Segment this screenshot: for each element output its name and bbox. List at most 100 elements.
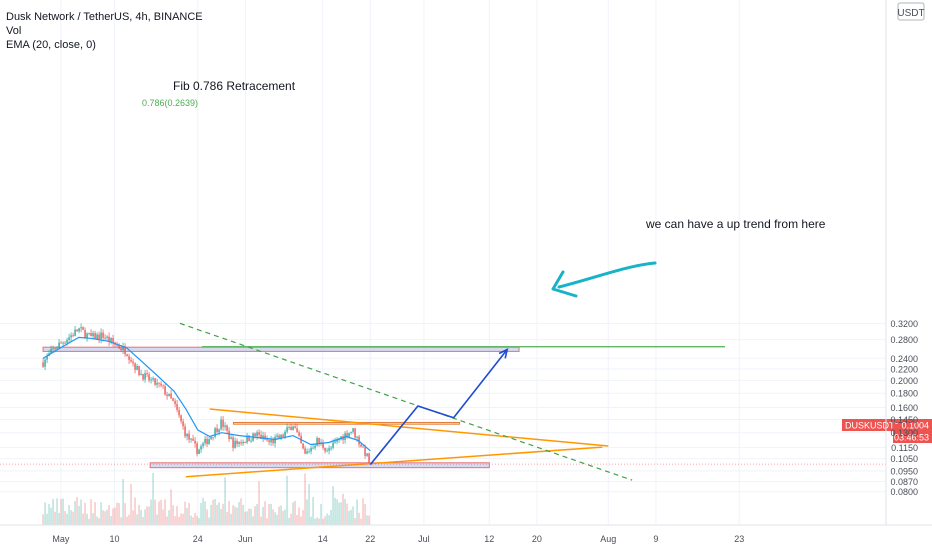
volume-bar bbox=[340, 502, 342, 525]
volume-bar bbox=[210, 504, 212, 525]
volume-bar bbox=[328, 515, 330, 525]
candle-body bbox=[266, 439, 268, 441]
candle-body bbox=[298, 432, 300, 436]
candle-body bbox=[338, 439, 340, 441]
volume-bar bbox=[118, 503, 120, 525]
volume-bar bbox=[74, 500, 76, 525]
dashed-trendline[interactable] bbox=[179, 322, 633, 481]
mid-zone[interactable] bbox=[232, 421, 461, 425]
volume-bar bbox=[226, 511, 228, 525]
volume-bar bbox=[90, 499, 92, 525]
candle-body bbox=[88, 333, 90, 334]
volume-bar bbox=[246, 511, 248, 525]
volume-bar bbox=[332, 486, 334, 525]
volume-bar bbox=[192, 517, 194, 525]
price-tick-label: 0.2800 bbox=[890, 335, 918, 345]
price-tick-label: 0.1050 bbox=[890, 454, 918, 464]
volume-bar bbox=[88, 518, 90, 525]
candle-body bbox=[118, 345, 120, 349]
volume-bar bbox=[148, 506, 150, 525]
candle-body bbox=[354, 428, 356, 438]
candle-body bbox=[260, 434, 262, 439]
volume-bar bbox=[300, 516, 302, 525]
candle-body bbox=[316, 438, 318, 446]
price-tick-label: 0.1450 bbox=[890, 415, 918, 425]
candle-body bbox=[302, 443, 304, 449]
time-tick-label: Aug bbox=[600, 534, 616, 544]
volume-bar bbox=[342, 493, 344, 525]
price-tick-label: 0.1300 bbox=[890, 428, 918, 438]
candle-body bbox=[56, 347, 58, 349]
volume-bar bbox=[344, 498, 346, 525]
candle-body bbox=[218, 429, 220, 433]
candle-body bbox=[284, 431, 286, 437]
candle-body bbox=[290, 426, 292, 431]
volume-bar bbox=[220, 508, 222, 525]
ema-line[interactable] bbox=[42, 336, 371, 452]
price-tick-label: 0.1150 bbox=[891, 443, 918, 453]
volume-bar bbox=[298, 507, 300, 525]
candle-body bbox=[150, 379, 152, 381]
candle-body bbox=[74, 329, 76, 336]
candle-body bbox=[70, 335, 72, 338]
volume-bar bbox=[138, 504, 140, 525]
candle-body bbox=[232, 437, 234, 448]
candle-body bbox=[274, 436, 276, 444]
volume-bar bbox=[168, 510, 170, 525]
price-tick-label: 0.0950 bbox=[890, 466, 918, 476]
candle-body bbox=[90, 333, 92, 337]
volume-bar bbox=[126, 516, 128, 525]
candle-body bbox=[44, 359, 46, 367]
price-tick-label: 0.2200 bbox=[890, 364, 918, 374]
volume-bar bbox=[62, 498, 64, 525]
candle-body bbox=[250, 440, 252, 442]
price-tick-label: 0.1600 bbox=[890, 403, 918, 413]
volume-bar bbox=[334, 497, 336, 525]
volume-bar bbox=[144, 509, 146, 525]
candle-body bbox=[196, 443, 198, 454]
volume-bar bbox=[50, 507, 52, 525]
candle-body bbox=[98, 334, 100, 340]
candle-body bbox=[324, 447, 326, 452]
volume-bar bbox=[130, 483, 132, 525]
candle-body bbox=[314, 445, 316, 448]
candle-body bbox=[102, 332, 104, 338]
candle-body bbox=[200, 446, 202, 450]
volume-bar bbox=[56, 498, 58, 525]
volume-bar bbox=[52, 498, 54, 525]
volume-bar bbox=[178, 516, 180, 525]
candle-body bbox=[124, 346, 126, 355]
currency-badge[interactable] bbox=[897, 2, 925, 21]
resistance-zone[interactable] bbox=[42, 346, 520, 352]
candle-body bbox=[208, 439, 210, 445]
volume-bar bbox=[82, 513, 84, 525]
volume-bar bbox=[194, 512, 196, 525]
symbol-title: Dusk Network / TetherUS, 4h, BINANCE bbox=[6, 11, 203, 23]
candle-body bbox=[78, 328, 80, 332]
volume-bar bbox=[272, 509, 274, 525]
volume-bar bbox=[164, 499, 166, 525]
candle-body bbox=[364, 447, 366, 456]
volume-bar bbox=[44, 502, 46, 525]
candle-body bbox=[210, 436, 212, 440]
triangle-lower-line[interactable] bbox=[185, 446, 603, 478]
volume-bar bbox=[106, 509, 108, 525]
candle-body bbox=[100, 332, 102, 340]
candle-body bbox=[116, 344, 118, 346]
volume-bar bbox=[218, 502, 220, 525]
projection-path[interactable] bbox=[369, 349, 508, 466]
volume-bar bbox=[122, 479, 124, 525]
volume-bar bbox=[308, 483, 310, 525]
candle-body bbox=[174, 400, 176, 405]
volume-bar bbox=[236, 507, 238, 525]
volume-bar bbox=[150, 499, 152, 525]
triangle-upper-line[interactable] bbox=[209, 408, 609, 447]
candle-body bbox=[270, 439, 272, 443]
candle-body bbox=[136, 365, 138, 370]
candle-body bbox=[132, 361, 134, 364]
volume-bar bbox=[238, 502, 240, 525]
volume-bar bbox=[72, 511, 74, 525]
price-tick-label: 0.2000 bbox=[890, 376, 918, 386]
volume-bar bbox=[132, 510, 134, 525]
